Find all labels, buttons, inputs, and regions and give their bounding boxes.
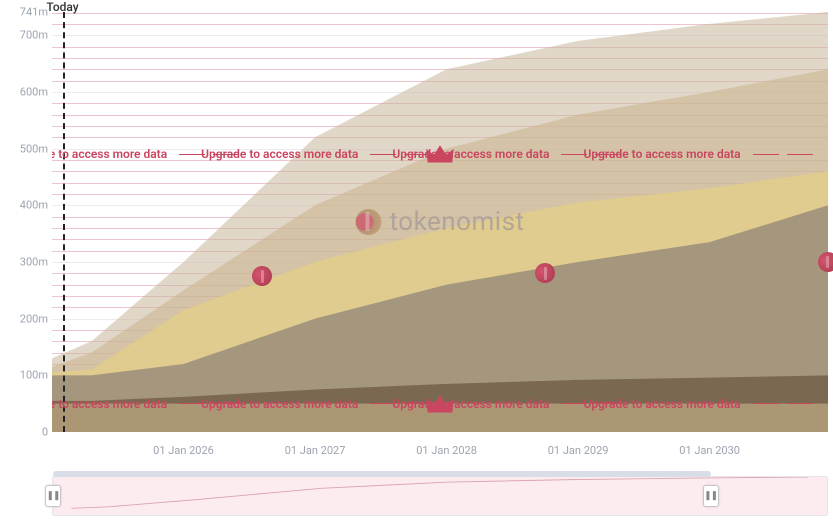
area-s0_base	[52, 404, 828, 432]
y-axis-label: 400m	[20, 199, 48, 212]
brush-handle-left[interactable]: ❚❚	[45, 485, 61, 507]
x-axis-label: 01 Jan 2027	[285, 444, 346, 457]
x-axis-label: 01 Jan 2028	[416, 444, 477, 457]
y-axis-label: 741m	[20, 6, 48, 19]
watermark-logo-icon	[355, 209, 381, 235]
plot-area[interactable]: tokenomist Upgrade to access more dataUp…	[52, 12, 828, 432]
brush-bar[interactable]	[53, 471, 711, 477]
y-axis-label: 500m	[20, 142, 48, 155]
watermark-text: tokenomist	[389, 207, 524, 237]
overview-brush[interactable]: ❚❚ ❚❚	[52, 476, 828, 516]
y-axis: 0100m200m300m400m500m600m700m741m	[0, 12, 52, 432]
main-chart: 0 100m 200m 300m 400m 500m 600m 700m 741m tokeno…	[0, 0, 833, 464]
x-axis-label: 01 Jan 2030	[679, 444, 740, 457]
overview-line	[71, 477, 808, 508]
today-marker-line	[63, 12, 65, 432]
x-axis: 01 Jan 2026 01 Jan 2027 01 Jan 2028 01 Jan …	[52, 444, 828, 464]
y-axis-label: 0	[42, 426, 48, 439]
y-axis-label: 600m	[20, 85, 48, 98]
brush-handle-right[interactable]: ❚❚	[703, 485, 719, 507]
x-axis-label: 01 Jan 2029	[548, 444, 609, 457]
watermark: tokenomist	[355, 207, 524, 237]
chart-marker-icon	[252, 266, 272, 286]
y-axis-label: 300m	[20, 255, 48, 268]
x-axis-label: 01 Jan 2026	[153, 444, 214, 457]
y-axis-label: 700m	[20, 29, 48, 42]
today-label: Today	[46, 0, 78, 14]
y-axis-label: 100m	[20, 369, 48, 382]
chart-marker-icon	[818, 252, 833, 272]
y-axis-label: 200m	[20, 312, 48, 325]
chart-marker-icon	[535, 263, 555, 283]
